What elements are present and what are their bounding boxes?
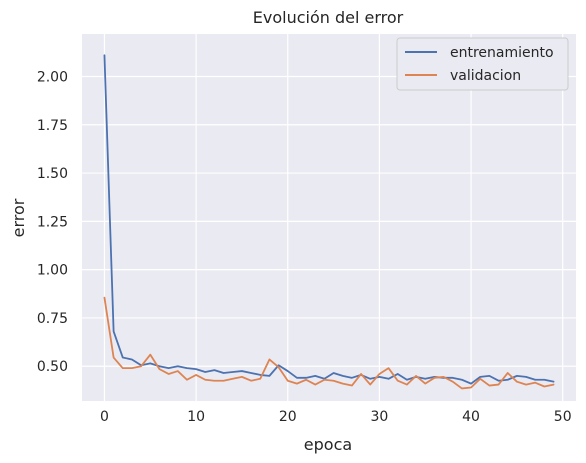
x-tick-label: 50	[554, 409, 572, 425]
y-axis-label: error	[9, 198, 28, 237]
legend-label-validacion: validacion	[450, 68, 521, 84]
y-tick-label: 1.75	[37, 118, 68, 134]
y-tick-label: 0.75	[37, 311, 68, 327]
y-tick-label: 1.25	[37, 214, 68, 230]
y-tick-label: 1.50	[37, 166, 68, 182]
y-tick-label: 1.00	[37, 263, 68, 279]
series-line-entrenamiento	[103, 54, 555, 385]
x-tick-label: 30	[370, 409, 388, 425]
legend-box	[396, 37, 569, 91]
legend: entrenamiento validacion	[396, 37, 569, 91]
grid	[82, 34, 576, 401]
x-axis-label: epoca	[304, 435, 352, 454]
series-line-validacion	[103, 296, 555, 390]
y-axis-ticks: 0.50 0.75 1.00 1.25 1.50 1.75 2.00	[37, 69, 68, 375]
x-tick-label: 10	[187, 409, 205, 425]
y-tick-label: 2.00	[37, 69, 68, 85]
chart-title: Evolución del error	[253, 8, 404, 27]
x-tick-label: 20	[279, 409, 297, 425]
series-lines	[103, 54, 555, 390]
y-tick-label: 0.50	[37, 359, 68, 375]
legend-label-entrenamiento: entrenamiento	[450, 45, 554, 61]
x-tick-label: 0	[100, 409, 109, 425]
x-tick-label: 40	[462, 409, 480, 425]
x-axis-ticks: 0 10 20 30 40 50	[100, 409, 572, 425]
plot-area	[82, 34, 576, 401]
